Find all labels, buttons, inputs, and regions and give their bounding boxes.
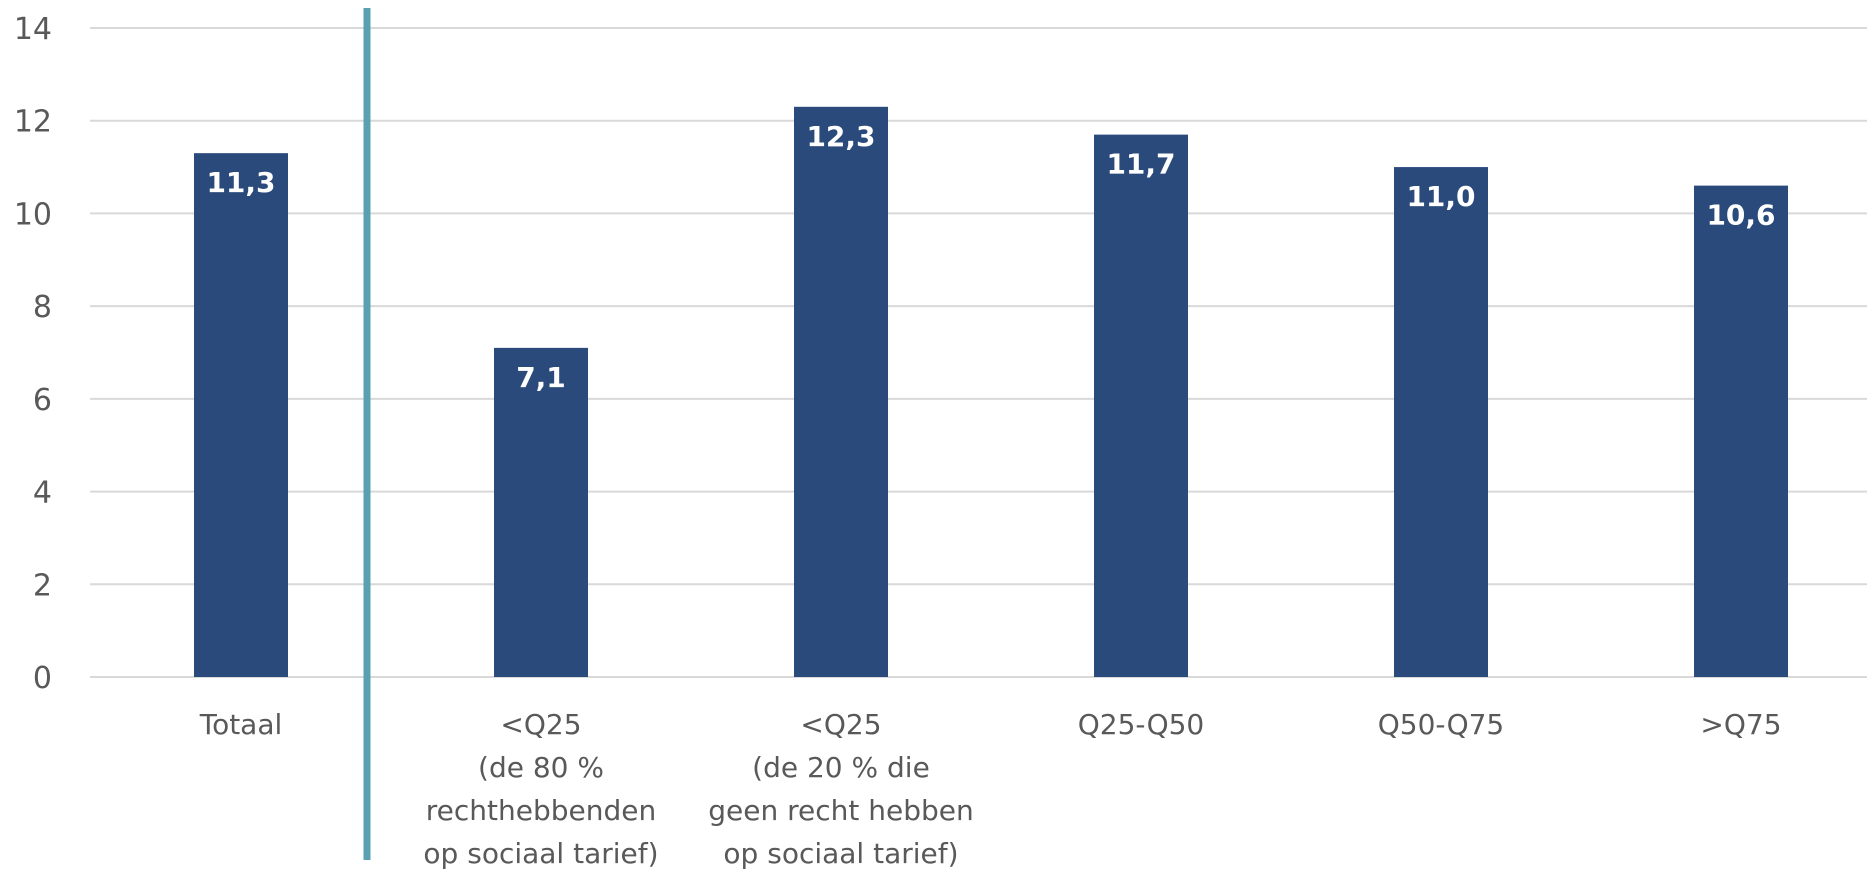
y-tick-label: 14	[14, 12, 52, 47]
y-tick-label: 12	[14, 105, 52, 140]
x-category-label: Q25-Q50	[1078, 708, 1204, 741]
x-category-label: <Q25 (de 80 % rechthebbenden op sociaal tar…	[423, 708, 658, 870]
data-label: 7,1	[516, 361, 566, 394]
data-label: 11,3	[206, 166, 275, 199]
x-category-label-line: Q50-Q75	[1378, 708, 1504, 741]
bar	[1694, 185, 1788, 677]
data-label: 12,3	[806, 120, 875, 153]
bar	[1394, 167, 1488, 678]
data-label: 11,7	[1106, 148, 1175, 181]
x-category-label-line: rechthebbenden	[426, 794, 656, 827]
x-category-label-line: Totaal	[199, 708, 283, 741]
x-axis-category-labels: Totaal <Q25 (de 80 % rechthebbenden op socia…	[199, 708, 1782, 870]
y-tick-label: 8	[33, 290, 52, 325]
x-category-label-line: >Q75	[1700, 708, 1781, 741]
x-category-label-line: geen recht hebben	[708, 794, 974, 827]
y-tick-label: 10	[14, 197, 52, 232]
y-tick-label: 6	[33, 383, 52, 418]
x-category-label: >Q75	[1700, 708, 1781, 741]
x-category-label-line: <Q25	[800, 708, 881, 741]
x-category-label-line: Q25-Q50	[1078, 708, 1204, 741]
x-category-label-line: <Q25	[500, 708, 581, 741]
x-category-label-line: (de 20 % die	[752, 751, 930, 784]
x-category-label-line: op sociaal tarief)	[723, 837, 958, 870]
x-category-label: Totaal	[199, 708, 283, 741]
x-category-label-line: (de 80 %	[478, 751, 604, 784]
x-category-label: Q50-Q75	[1378, 708, 1504, 741]
y-tick-label: 4	[33, 476, 52, 511]
gridlines	[90, 27, 1867, 678]
y-axis-tick-labels: 0 2 4 6 8 10 12 14	[14, 12, 52, 696]
data-label: 10,6	[1706, 199, 1775, 232]
bar	[194, 153, 288, 677]
y-tick-label: 0	[33, 661, 52, 696]
y-tick-label: 2	[33, 568, 52, 603]
data-label: 11,0	[1406, 180, 1475, 213]
x-category-label-line: op sociaal tarief)	[423, 837, 658, 870]
bars	[194, 106, 1788, 678]
bar	[1094, 134, 1188, 677]
data-labels: 11,3 7,1 12,3 11,7 11,0 10,6	[206, 120, 1775, 394]
x-category-label: <Q25 (de 20 % die geen recht hebben op soci…	[708, 708, 974, 870]
bar	[494, 347, 588, 677]
bar	[794, 106, 888, 678]
